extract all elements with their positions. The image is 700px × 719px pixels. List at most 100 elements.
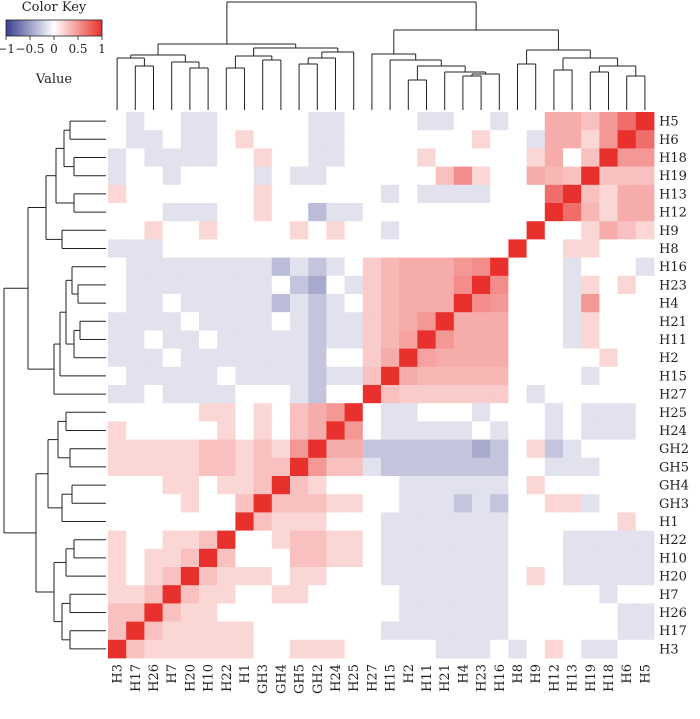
heatmap-cell xyxy=(235,257,254,277)
heatmap-cell xyxy=(126,366,145,386)
heatmap-cell xyxy=(544,366,564,386)
heatmap-cell xyxy=(399,239,418,258)
heatmap-cell xyxy=(362,385,382,404)
heatmap-cell xyxy=(126,130,145,149)
heatmap-cell xyxy=(635,512,655,531)
heatmap-cell xyxy=(508,476,527,495)
heatmap-cell xyxy=(635,312,655,331)
heatmap-cell xyxy=(290,603,309,622)
heatmap-cell xyxy=(180,148,200,167)
heatmap-cell xyxy=(217,512,236,531)
heatmap-cell xyxy=(144,366,163,386)
heatmap-cell xyxy=(271,585,291,604)
heatmap-cell xyxy=(253,639,273,659)
heatmap-cell xyxy=(199,130,218,149)
heatmap-cell xyxy=(581,348,600,368)
column-label: H20 xyxy=(183,664,198,692)
heatmap-cell xyxy=(126,330,145,349)
heatmap-cell xyxy=(599,530,618,550)
row-label: GH3 xyxy=(659,497,689,512)
heatmap-cell xyxy=(472,530,491,550)
heatmap-cell xyxy=(344,221,364,240)
heatmap-cell xyxy=(472,221,491,240)
heatmap-cell xyxy=(199,476,218,495)
heatmap-cell xyxy=(453,294,473,313)
heatmap-cell xyxy=(381,130,400,149)
heatmap-cell xyxy=(126,512,145,531)
column-label: H25 xyxy=(347,664,362,692)
heatmap-cell xyxy=(490,166,509,186)
heatmap-cell xyxy=(617,366,637,386)
heatmap-cell xyxy=(635,221,655,240)
heatmap-cell xyxy=(271,203,291,222)
row-label: H17 xyxy=(659,624,687,639)
heatmap-cell xyxy=(290,639,309,659)
heatmap-cell xyxy=(563,257,582,277)
heatmap-cell xyxy=(490,130,509,149)
row-label: H1 xyxy=(659,515,679,530)
heatmap-cell xyxy=(290,148,309,167)
heatmap-cell xyxy=(144,166,163,186)
heatmap-cell xyxy=(453,567,473,586)
heatmap-cell xyxy=(362,166,382,186)
heatmap-cell xyxy=(253,294,273,313)
heatmap-cell xyxy=(308,366,327,386)
heatmap-cell xyxy=(508,639,527,659)
heatmap-cell xyxy=(308,112,327,131)
heatmap-cell xyxy=(308,603,327,622)
heatmap-cell xyxy=(362,112,382,131)
heatmap-cell xyxy=(490,112,509,131)
heatmap-cell xyxy=(326,603,345,622)
heatmap-cell xyxy=(472,457,491,477)
heatmap-cell xyxy=(144,548,163,568)
row-label: H11 xyxy=(659,333,687,348)
heatmap-cell xyxy=(526,203,546,222)
heatmap-cell xyxy=(417,294,436,313)
heatmap-cell xyxy=(253,148,273,167)
heatmap-cell xyxy=(308,567,327,586)
heatmap-cell xyxy=(617,148,637,167)
heatmap-cell xyxy=(563,184,582,204)
heatmap-cell xyxy=(217,257,236,277)
heatmap-cell xyxy=(199,585,218,604)
heatmap-cell xyxy=(399,512,418,531)
heatmap-cell xyxy=(417,275,436,295)
column-label: H13 xyxy=(566,664,581,692)
heatmap-cell xyxy=(180,112,200,131)
heatmap-cell xyxy=(199,184,218,204)
heatmap-cell xyxy=(399,494,418,513)
heatmap-cell xyxy=(126,494,145,513)
heatmap-cell xyxy=(362,348,382,368)
heatmap-cell xyxy=(235,166,254,186)
heatmap-cell xyxy=(581,130,600,149)
heatmap-cell xyxy=(362,548,382,568)
heatmap-cell xyxy=(417,567,436,586)
heatmap-cell xyxy=(526,476,546,495)
heatmap-cell xyxy=(162,439,182,459)
heatmap-cell xyxy=(217,457,236,477)
heatmap-cell xyxy=(581,330,600,349)
heatmap-cell xyxy=(435,476,455,495)
heatmap-cell xyxy=(108,421,127,440)
heatmap-cell xyxy=(180,366,200,386)
heatmap-cell xyxy=(563,221,582,240)
heatmap-cell xyxy=(581,639,600,659)
heatmap-cell xyxy=(217,403,236,422)
heatmap-cell xyxy=(472,639,491,659)
heatmap-cell xyxy=(635,457,655,477)
heatmap-cell xyxy=(453,548,473,568)
column-label: H21 xyxy=(438,664,453,692)
heatmap-cell xyxy=(617,294,637,313)
heatmap-cell xyxy=(108,403,127,422)
heatmap-cell xyxy=(126,439,145,459)
heatmap-cell xyxy=(599,567,618,586)
column-label: H10 xyxy=(202,664,217,692)
heatmap-cell xyxy=(399,330,418,349)
column-label: H1 xyxy=(238,664,253,684)
heatmap-cell xyxy=(563,166,582,186)
heatmap-cell xyxy=(435,112,455,131)
heatmap-cell xyxy=(290,112,309,131)
heatmap-cell xyxy=(344,275,364,295)
heatmap-cell xyxy=(417,530,436,550)
